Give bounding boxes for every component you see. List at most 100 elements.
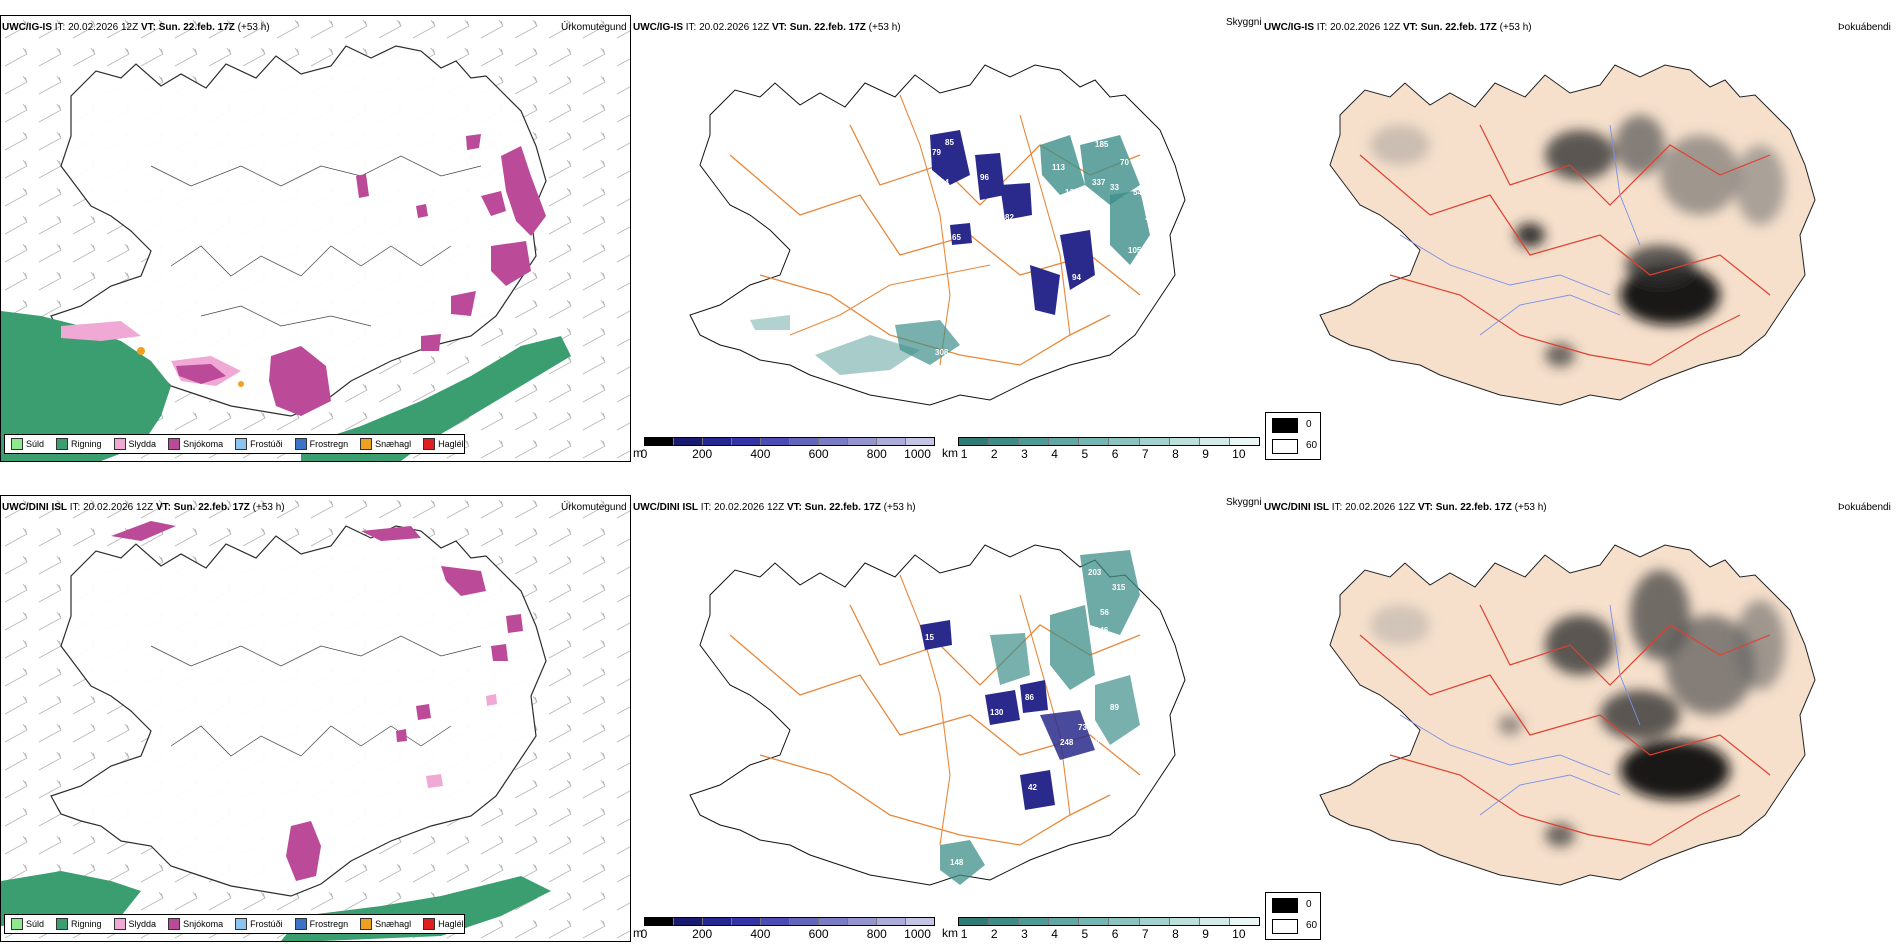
cloud-header: UWC/IG-IS IT: 20.02.2026 12Z VT: Sun. 22… — [1264, 22, 1532, 33]
vis-label: 15 — [925, 633, 934, 642]
cloud-map — [1319, 544, 1816, 886]
vis-label: 148 — [950, 858, 964, 867]
legend-swatch — [113, 438, 126, 450]
vis-labels: 79 85 96 34 113 13 82 118 65 337 185 70 … — [932, 138, 1150, 357]
vis-header: UWC/DINI ISL IT: 20.02.2026 12Z VT: Sun.… — [633, 502, 916, 513]
init-time: 20.02.2026 12Z — [68, 22, 139, 33]
colorbar-unit: m — [633, 926, 643, 940]
legend-swatch — [11, 438, 23, 450]
vis-label: 86 — [1025, 693, 1034, 702]
vis-label: 308 — [935, 348, 949, 357]
legend-swatch — [423, 918, 436, 930]
vis-label: 62 — [1118, 658, 1127, 667]
lead-time: (+53 h) — [237, 22, 270, 33]
vis-label: 146 — [1095, 626, 1109, 635]
vis-label: 8 — [1060, 293, 1065, 302]
legend-swatch — [294, 918, 307, 930]
colorbar-ticks: 0 200 400 600 800 1000 — [640, 447, 931, 461]
legend-swatch — [56, 438, 69, 450]
legend-item: Snæhagl — [360, 918, 411, 930]
legend-item: Snjókoma — [168, 918, 223, 930]
legend-item: Slydda — [113, 438, 156, 450]
legend-item: Haglél — [423, 918, 464, 930]
precip-header: UWC/DINI ISL IT: 20.02.2026 12Z VT: Sun.… — [2, 502, 285, 513]
colorbar-cells — [958, 917, 1260, 926]
legend-item: Frostúði — [235, 438, 283, 450]
precip-map-frame — [0, 15, 631, 462]
legend-item: Haglél — [423, 438, 464, 450]
vis-map-area: 203 315 56 146 89 86 130 248 73 89 42 15… — [640, 515, 1260, 905]
model-name: UWC/DINI ISL — [2, 502, 67, 513]
precip-legend: Súld Rigning Slydda Snjókoma Frostúði Fr… — [4, 434, 465, 454]
ceiling-colorbar: m 0 200 400 600 800 1000 — [633, 917, 935, 941]
vis-label: 49 — [1045, 328, 1054, 337]
cloud-title: Þokuábendi — [1838, 22, 1891, 33]
colorbar-ticks: 1 2 3 4 5 6 7 8 9 10 — [960, 927, 1246, 941]
colorbar-ticks: 1 2 3 4 5 6 7 8 9 10 — [960, 447, 1246, 461]
cloud-map — [1319, 64, 1816, 406]
vis-label: 73 — [1078, 723, 1087, 732]
vis-title: Skyggni — [1226, 497, 1262, 508]
legend-swatch — [360, 438, 373, 450]
vis-label: 130 — [990, 708, 1004, 717]
vis-label: 315 — [1112, 583, 1126, 592]
vis-label: 13 — [1065, 188, 1074, 197]
vis-map-area: 79 85 96 34 113 13 82 118 65 337 185 70 … — [640, 35, 1260, 425]
snow-area — [111, 521, 176, 541]
precip-header: UWC/IG-IS IT: 20.02.2026 12Z VT: Sun. 22… — [2, 22, 270, 33]
legend-item: Súld — [11, 438, 44, 450]
legend-swatch — [1272, 898, 1298, 913]
vis-label: 85 — [945, 138, 954, 147]
vis-label: 185 — [1095, 140, 1109, 149]
vis-label: 33 — [1110, 183, 1119, 192]
row-1: UWC/IG-IS IT: 20.02.2026 12Z VT: Sun. 22… — [0, 0, 1900, 470]
legend-swatch — [168, 438, 181, 450]
legend-swatch — [56, 918, 69, 930]
colorbar-cells — [644, 917, 935, 926]
precip-title: Úrkomutegund — [561, 502, 627, 513]
precip-map — [1, 16, 630, 461]
vis-label: 94 — [1072, 273, 1081, 282]
legend-swatch — [1272, 439, 1298, 454]
vis-label: 70 — [1120, 158, 1129, 167]
init-time: 20.02.2026 12Z — [83, 502, 154, 513]
colorbar-unit: km — [942, 446, 958, 460]
vis-label: 54 — [1133, 188, 1142, 197]
colorbar-cells — [958, 437, 1260, 446]
colorbar-unit: m — [633, 446, 643, 460]
legend-swatch — [1272, 919, 1298, 934]
vis-label: 56 — [1100, 608, 1109, 617]
legend-swatch — [235, 438, 248, 450]
cloud-legend: 0 60 — [1265, 892, 1321, 940]
iceland-outline — [50, 45, 547, 417]
legend-item: Snæhagl — [360, 438, 411, 450]
vis-label: 113 — [1052, 163, 1065, 172]
legend-item: Súld — [11, 918, 44, 930]
precip-map-frame — [0, 495, 631, 942]
vis-label: 105 — [1128, 246, 1142, 255]
vis-label: 3 — [1145, 213, 1150, 222]
vis-label: 248 — [1060, 738, 1074, 747]
legend-item: Rigning — [56, 438, 102, 450]
legend-swatch — [168, 918, 181, 930]
vis-label: 18 — [1140, 168, 1149, 177]
cloud-map-area — [1280, 515, 1880, 905]
lead-time: (+53 h) — [252, 502, 285, 513]
legend-item: Frostregn — [294, 438, 348, 450]
legend-item: Slydda — [113, 918, 156, 930]
row-2: UWC/DINI ISL IT: 20.02.2026 12Z VT: Sun.… — [0, 480, 1900, 950]
vis-label: 36 — [1125, 268, 1134, 277]
vis-map: 203 315 56 146 89 86 130 248 73 89 42 15… — [689, 544, 1186, 886]
legend-swatch — [11, 918, 23, 930]
valid-time: Sun. 22.feb. 17Z — [173, 502, 250, 513]
vis-label: 82 — [1005, 213, 1014, 222]
precip-legend: Súld Rigning Slydda Snjókoma Frostúði Fr… — [4, 914, 465, 934]
legend-swatch — [235, 918, 248, 930]
colorbar-cells — [644, 437, 935, 446]
cloud-map-area — [1280, 35, 1880, 425]
legend-item: Frostregn — [294, 918, 348, 930]
legend-item: Frostúði — [235, 918, 283, 930]
precip-title: Úrkomutegund — [561, 22, 627, 33]
vis-title: Skyggni — [1226, 17, 1262, 28]
vis-label: 337 — [1092, 178, 1106, 187]
